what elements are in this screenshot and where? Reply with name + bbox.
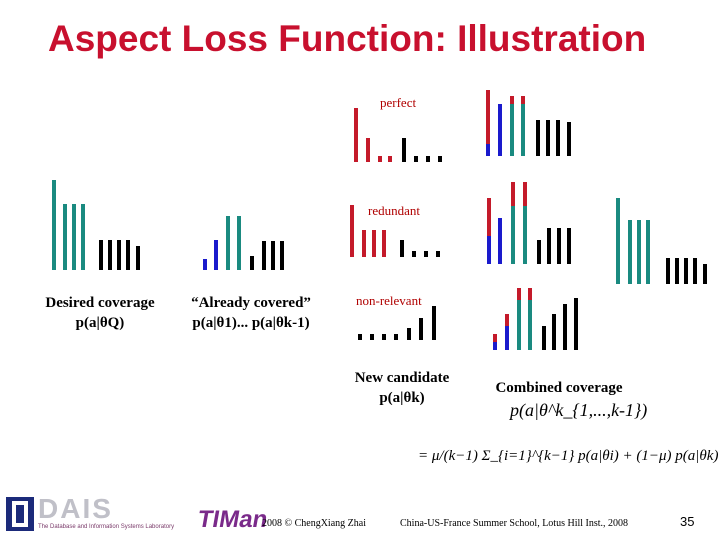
footer-copyright: 2008 © ChengXiang Zhai [262, 518, 366, 529]
non-relevant-combined-bars [493, 288, 578, 350]
dais-logo: DAIS The Database and Information System… [38, 493, 175, 531]
perfect-candidate-bars [354, 108, 442, 162]
redundant-combined-bars [487, 182, 571, 264]
desired-coverage-formula: p(a|θQ) [75, 315, 125, 331]
new-candidate-label: New candidate p(a|θk) [340, 368, 464, 408]
desired-coverage-bars [52, 180, 140, 270]
new-candidate-formula: p(a|θk) [379, 390, 425, 406]
timan-logo: TIMan [195, 506, 270, 533]
page-number: 35 [680, 514, 695, 529]
desired-coverage-label: Desired coverage p(a|θQ) [32, 293, 168, 333]
combined-formula: p(a|θ^k_{1,...,k-1}) [510, 400, 648, 420]
already-covered-label: “Already covered” p(a|θ1)... p(a|θk-1) [176, 293, 326, 333]
combined-coverage-label: Combined coverage [495, 380, 623, 396]
slide-title: Aspect Loss Function: Illustration [48, 18, 647, 59]
non-relevant-candidate-bars [358, 306, 436, 340]
perfect-combined-bars [486, 90, 571, 156]
footer-event: China-US-France Summer School, Lotus Hil… [400, 518, 629, 529]
already-covered-formula: p(a|θ1)... p(a|θk-1) [192, 315, 310, 331]
redundant-label: redundant [368, 203, 420, 218]
redundant-candidate-bars [350, 205, 440, 257]
illinois-logo [6, 497, 34, 531]
non-relevant-label: non-relevant [356, 293, 422, 308]
already-covered-bars [203, 216, 284, 270]
sum-formula: = μ/(k−1) Σ_{i=1}^{k−1} p(a|θi) + (1−μ) … [418, 448, 719, 464]
perfect-label: perfect [380, 95, 417, 110]
target-coverage-bars [616, 198, 707, 284]
